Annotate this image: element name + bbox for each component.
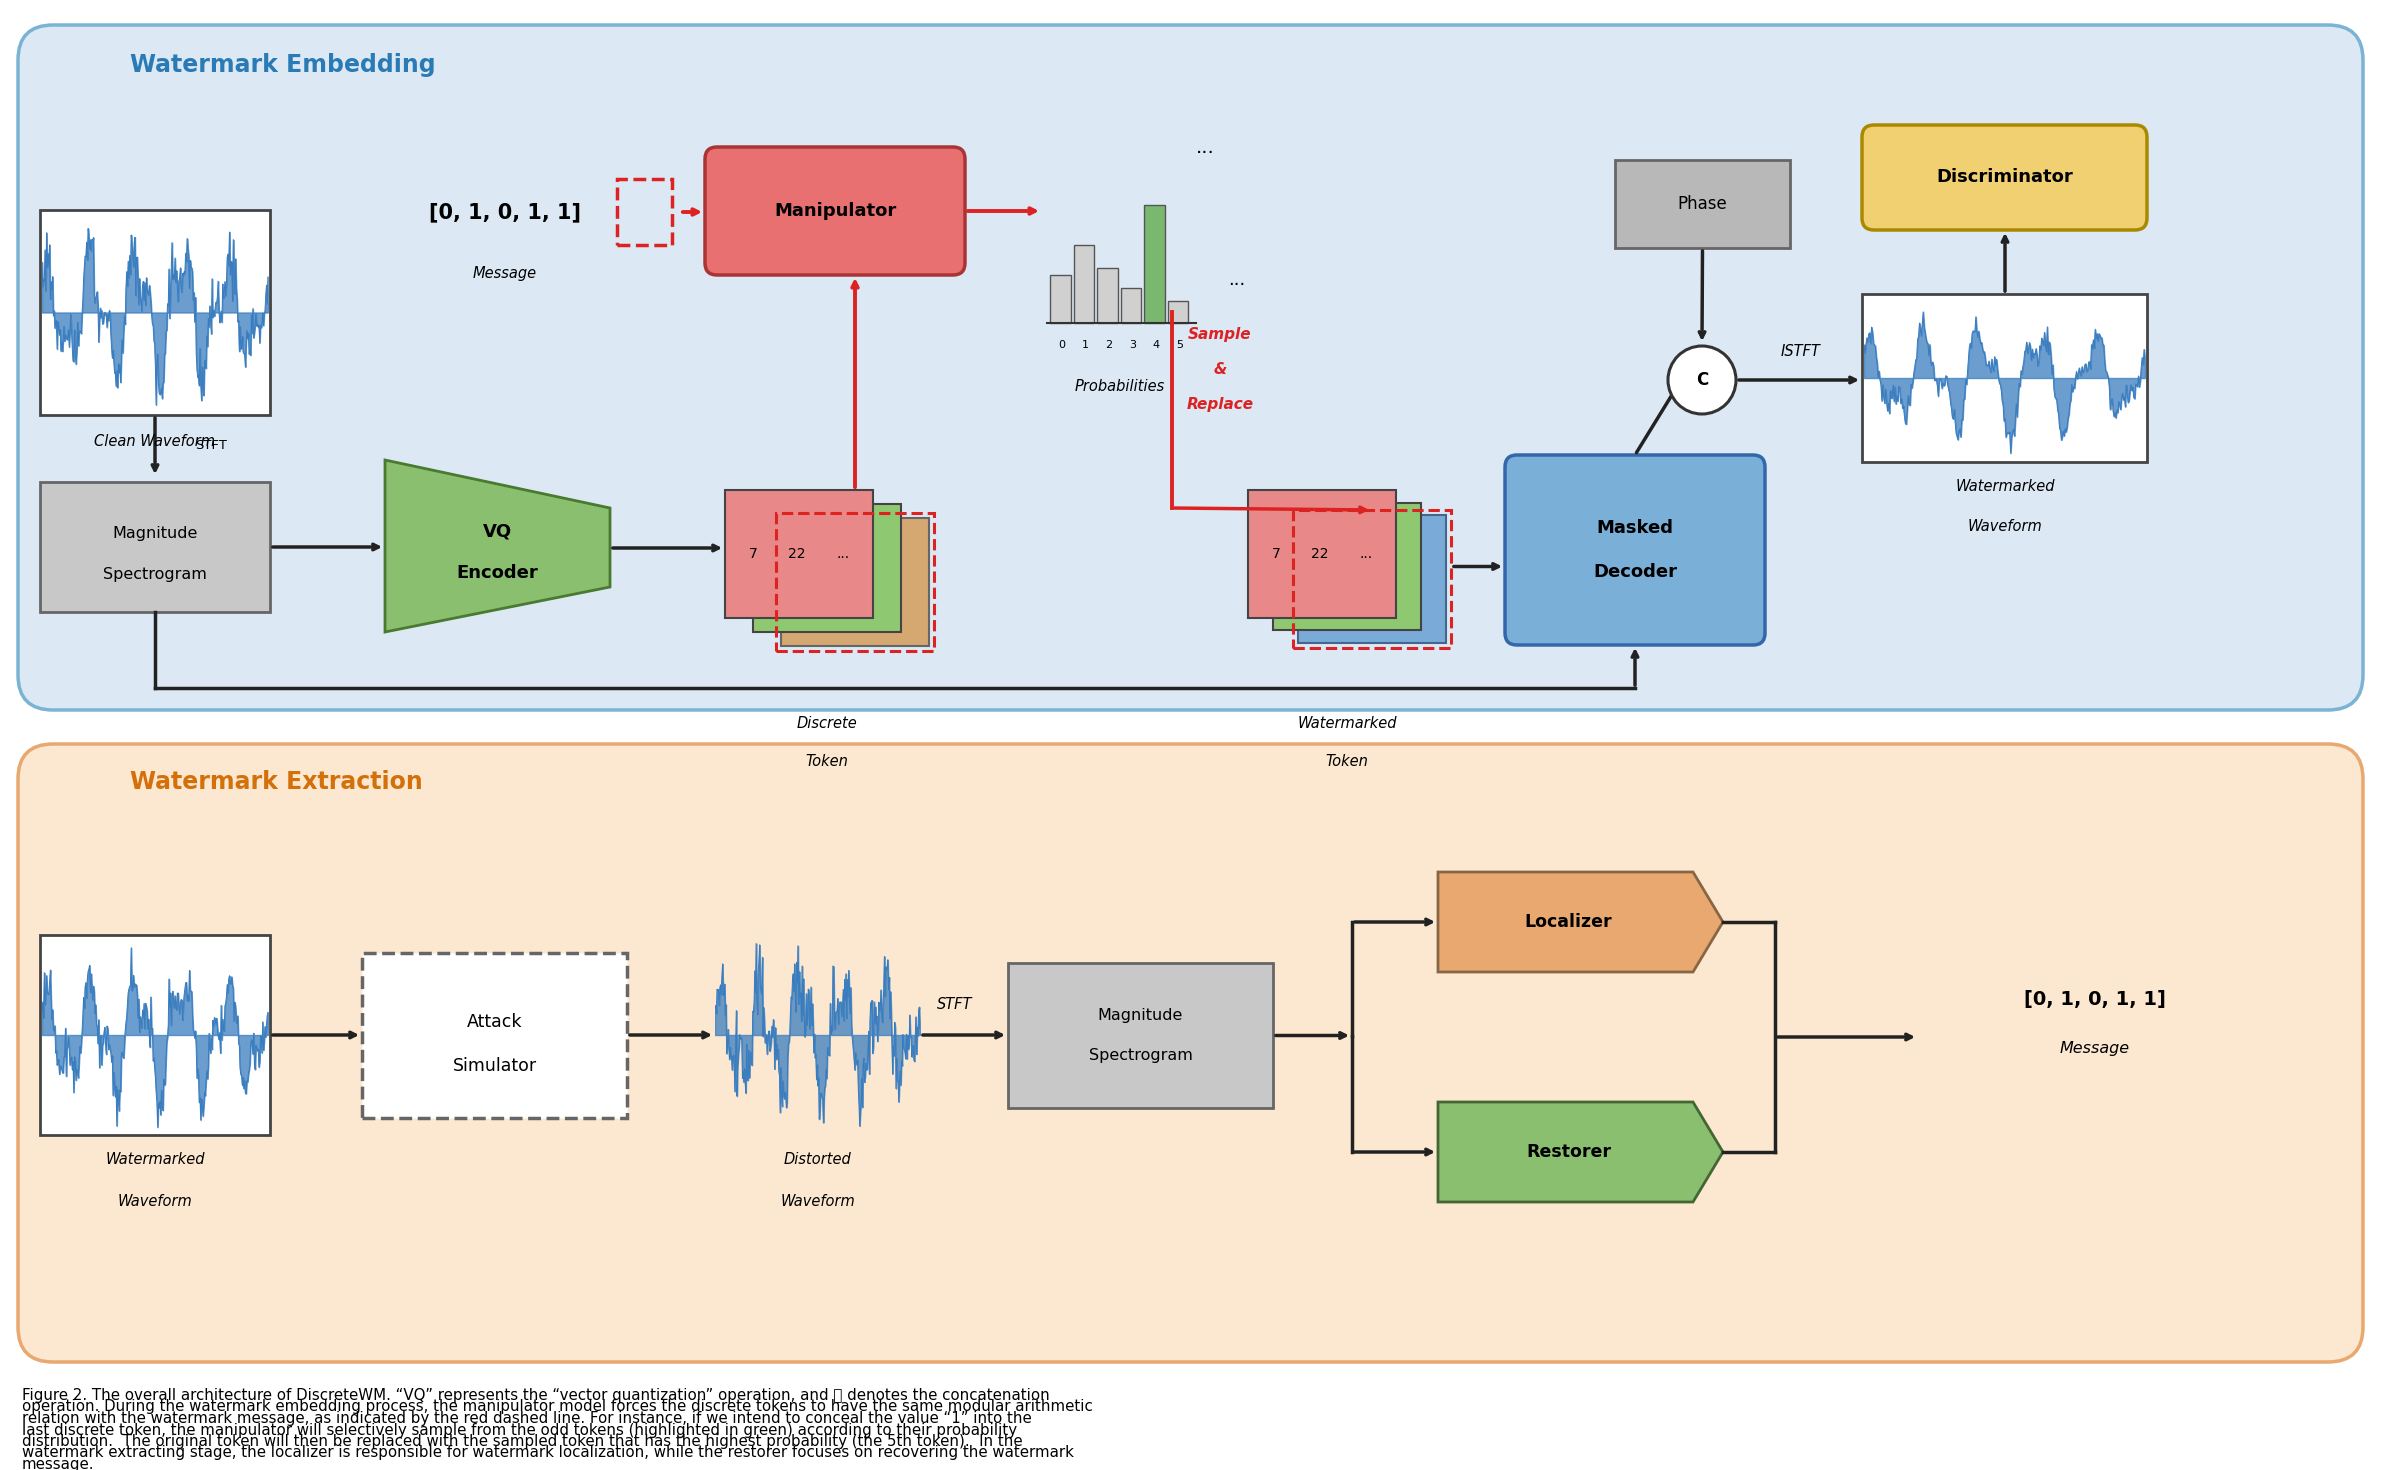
Text: VQ: VQ (482, 523, 513, 541)
Text: Attack: Attack (467, 1013, 522, 1030)
Text: [0, 1, 0, 1, 1]: [0, 1, 0, 1, 1] (2025, 989, 2166, 1008)
Text: Probabilities: Probabilities (1076, 379, 1164, 394)
Text: [0, 1, 0, 1, 1]: [0, 1, 0, 1, 1] (429, 201, 580, 222)
FancyBboxPatch shape (704, 147, 966, 275)
Circle shape (1668, 345, 1737, 415)
Text: ...: ... (1229, 270, 1246, 290)
FancyBboxPatch shape (41, 210, 271, 415)
Text: 74: 74 (851, 575, 870, 589)
Text: ...: ... (836, 547, 851, 562)
FancyBboxPatch shape (19, 744, 2362, 1363)
Polygon shape (1438, 1102, 1723, 1202)
FancyBboxPatch shape (1009, 963, 1272, 1108)
Text: Phase: Phase (1677, 196, 1728, 213)
Text: Encoder: Encoder (455, 564, 537, 582)
Text: 3: 3 (1129, 340, 1136, 350)
FancyBboxPatch shape (1248, 490, 1397, 617)
Text: 4: 4 (1152, 340, 1160, 350)
Text: 22: 22 (1311, 547, 1330, 562)
Text: Discrete: Discrete (795, 716, 858, 732)
Text: Spectrogram: Spectrogram (1088, 1048, 1193, 1063)
Text: 1: 1 (1083, 340, 1090, 350)
Text: Distorted: Distorted (783, 1152, 851, 1167)
Text: last discrete token, the manipulator will selectively sample from the odd tokens: last discrete token, the manipulator wil… (22, 1423, 1018, 1438)
Text: Sample: Sample (1188, 328, 1251, 343)
FancyBboxPatch shape (1073, 245, 1095, 323)
Text: Watermarked: Watermarked (1296, 716, 1397, 732)
FancyBboxPatch shape (41, 482, 271, 612)
Text: operation. During the watermark embedding process, the manipulator model forces : operation. During the watermark embeddin… (22, 1399, 1093, 1414)
FancyBboxPatch shape (1143, 204, 1164, 323)
Text: C: C (1696, 370, 1708, 390)
FancyBboxPatch shape (781, 517, 930, 645)
Text: Replace: Replace (1186, 397, 1253, 413)
Text: Waveform: Waveform (781, 1195, 855, 1210)
Text: Token: Token (1325, 754, 1368, 769)
Text: watermark extracting stage, the localizer is responsible for watermark localizat: watermark extracting stage, the localize… (22, 1445, 1073, 1461)
FancyBboxPatch shape (362, 953, 628, 1119)
Text: Decoder: Decoder (1593, 563, 1677, 581)
Text: Magnitude: Magnitude (113, 526, 199, 541)
FancyBboxPatch shape (1615, 160, 1790, 248)
Text: ...: ... (1359, 547, 1373, 562)
Text: 7: 7 (1272, 547, 1279, 562)
Text: distribution.  The original token will then be replaced with the sampled token t: distribution. The original token will th… (22, 1435, 1023, 1449)
FancyBboxPatch shape (1505, 456, 1766, 645)
Text: ...: ... (1196, 138, 1215, 157)
Text: Spectrogram: Spectrogram (103, 567, 206, 582)
Text: 5: 5 (1176, 340, 1184, 350)
FancyBboxPatch shape (1299, 514, 1447, 642)
FancyBboxPatch shape (1097, 268, 1117, 323)
Text: relation with the watermark message, as indicated by the red dashed line. For in: relation with the watermark message, as … (22, 1411, 1033, 1426)
Polygon shape (386, 460, 611, 632)
FancyBboxPatch shape (1862, 294, 2147, 462)
FancyBboxPatch shape (41, 935, 271, 1135)
Text: &: & (1212, 363, 1227, 378)
Text: Discriminator: Discriminator (1936, 169, 2073, 187)
Text: Watermarked: Watermarked (105, 1152, 204, 1167)
Polygon shape (1438, 872, 1723, 972)
Text: Watermark Embedding: Watermark Embedding (129, 53, 436, 76)
Text: 0: 0 (1059, 340, 1066, 350)
FancyBboxPatch shape (1167, 301, 1188, 323)
Text: Restorer: Restorer (1526, 1144, 1610, 1161)
Text: Simulator: Simulator (453, 1057, 537, 1075)
Text: Localizer: Localizer (1524, 913, 1613, 931)
FancyBboxPatch shape (726, 490, 872, 617)
FancyBboxPatch shape (1121, 288, 1140, 323)
Text: 22: 22 (788, 547, 805, 562)
Text: message.: message. (22, 1457, 93, 1470)
FancyBboxPatch shape (1862, 125, 2147, 229)
Text: Figure 2. The overall architecture of DiscreteWM. “VQ” represents the “vector qu: Figure 2. The overall architecture of Di… (22, 1388, 1049, 1402)
Text: 5: 5 (1373, 572, 1382, 587)
Text: Message: Message (472, 266, 537, 281)
Text: Token: Token (805, 754, 848, 769)
FancyBboxPatch shape (752, 504, 901, 632)
Text: ISTFT: ISTFT (1780, 344, 1821, 360)
Text: Watermark Extraction: Watermark Extraction (129, 770, 422, 794)
Text: 2: 2 (1105, 340, 1112, 350)
Text: Waveform: Waveform (117, 1195, 192, 1210)
Text: STFT: STFT (194, 440, 228, 453)
Text: Message: Message (2061, 1042, 2130, 1057)
Text: Magnitude: Magnitude (1097, 1008, 1184, 1023)
Text: Watermarked: Watermarked (1955, 479, 2056, 494)
Text: 7: 7 (748, 547, 757, 562)
FancyBboxPatch shape (19, 25, 2362, 710)
Text: Waveform: Waveform (1967, 519, 2041, 535)
Text: STFT: STFT (937, 998, 973, 1013)
FancyBboxPatch shape (1272, 503, 1421, 631)
Text: Masked: Masked (1596, 519, 1672, 537)
FancyBboxPatch shape (1049, 275, 1071, 323)
Text: Manipulator: Manipulator (774, 201, 896, 220)
Text: Clean Waveform: Clean Waveform (93, 435, 216, 450)
